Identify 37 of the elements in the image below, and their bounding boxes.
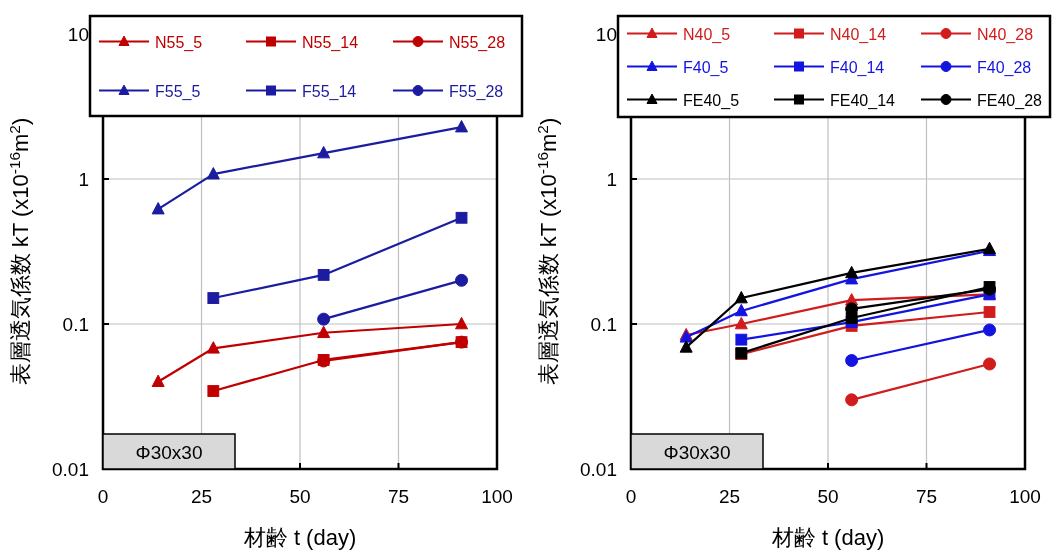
- x-tick-label: 100: [1009, 486, 1041, 507]
- y-tick-label: 10: [595, 24, 617, 45]
- legend-label: N40_28: [977, 25, 1034, 44]
- legend-label: N55_14: [302, 33, 359, 52]
- x-tick-label: 25: [718, 486, 741, 507]
- legend-label: N55_5: [155, 33, 203, 52]
- annotation: Φ30x30: [135, 442, 203, 463]
- legend-label: FE40_5: [683, 91, 740, 110]
- legend-label: F40_28: [977, 58, 1032, 77]
- legend-label: N40_5: [683, 25, 731, 44]
- legend-label: N55_28: [449, 33, 506, 52]
- legend-label: FE40_28: [977, 91, 1043, 110]
- y-tick-label: 0.01: [52, 459, 89, 480]
- legend-label: F40_5: [683, 58, 729, 77]
- legend-label: FE40_14: [830, 91, 896, 110]
- y-tick-label: 10: [67, 24, 89, 45]
- x-tick-label: 50: [817, 486, 839, 507]
- x-tick-label: 0: [625, 486, 637, 507]
- y-tick-label: 1: [78, 169, 89, 190]
- legend-label: F55_28: [449, 82, 504, 101]
- legend-label: F40_14: [830, 58, 885, 77]
- annotation: Φ30x30: [663, 442, 731, 463]
- y-tick-label: 1: [606, 169, 617, 190]
- x-axis-title: 材齢 t (day): [770, 525, 885, 550]
- x-tick-label: 25: [190, 486, 213, 507]
- x-tick-label: 50: [289, 486, 311, 507]
- legend-label: F55_5: [155, 82, 201, 101]
- x-axis-title: 材齢 t (day): [242, 525, 357, 550]
- legend-label: F55_14: [302, 82, 357, 101]
- x-tick-label: 75: [915, 486, 938, 507]
- y-tick-label: 0.01: [580, 459, 617, 480]
- y-tick-label: 0.1: [590, 314, 617, 335]
- x-tick-label: 100: [481, 486, 513, 507]
- y-tick-label: 0.1: [62, 314, 89, 335]
- legend-label: N40_14: [830, 25, 887, 44]
- x-tick-label: 0: [97, 486, 109, 507]
- x-tick-label: 75: [387, 486, 410, 507]
